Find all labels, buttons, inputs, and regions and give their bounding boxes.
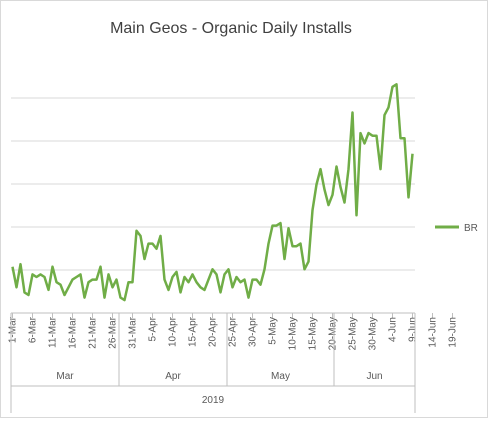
x-tick-label: 1-Mar: [8, 316, 19, 343]
x-tick-label: 10-May: [288, 317, 299, 350]
x-tick-label: 26-Mar: [108, 316, 119, 348]
x-tick-label: 5-Apr: [148, 316, 159, 341]
month-label-jun: Jun: [366, 371, 382, 382]
x-tick-label: 31-Mar: [128, 316, 139, 348]
x-tick-label: 30-Apr: [248, 316, 259, 347]
year-label: 2019: [202, 395, 225, 406]
x-tick-label: 19-Jun: [448, 317, 459, 348]
x-tick-label: 10-Apr: [168, 316, 179, 347]
series-line-br: [11, 83, 414, 302]
month-label-may: May: [271, 371, 290, 382]
legend-label-br: BR: [464, 223, 478, 234]
x-tick-label: 21-Mar: [88, 316, 99, 348]
x-tick-label: 30-May: [368, 317, 379, 350]
month-label-apr: Apr: [165, 371, 181, 382]
x-tick-label: 14-Jun: [428, 317, 439, 348]
x-tick-label: 25-May: [348, 317, 359, 350]
x-tick-label: 11-Mar: [48, 316, 59, 348]
x-tick-label: 16-Mar: [68, 316, 79, 348]
x-tick-label: 25-Apr: [228, 316, 239, 347]
x-tick-label: 6-Mar: [28, 316, 39, 343]
x-tick-label: 5-May: [268, 317, 279, 345]
x-tick-label: 15-May: [308, 317, 319, 350]
x-tick-label: 15-Apr: [188, 316, 199, 347]
legend: BR: [435, 223, 478, 234]
month-label-mar: Mar: [56, 371, 74, 382]
x-tick-label: 20-Apr: [208, 316, 219, 347]
x-tick-label: 4-Jun: [388, 317, 399, 342]
gridlines: [11, 97, 415, 271]
x-tick-label: 20-May: [328, 317, 339, 350]
x-tick-label: 9-Jun: [408, 317, 419, 342]
x-axis: 1-Mar 6-Mar 11-Mar 16-Mar 21-Mar 26-Mar 31-Mar…: [8, 312, 459, 413]
plot-area: [11, 83, 414, 302]
chart-title: Main Geos - Organic Daily Installs: [110, 20, 352, 37]
